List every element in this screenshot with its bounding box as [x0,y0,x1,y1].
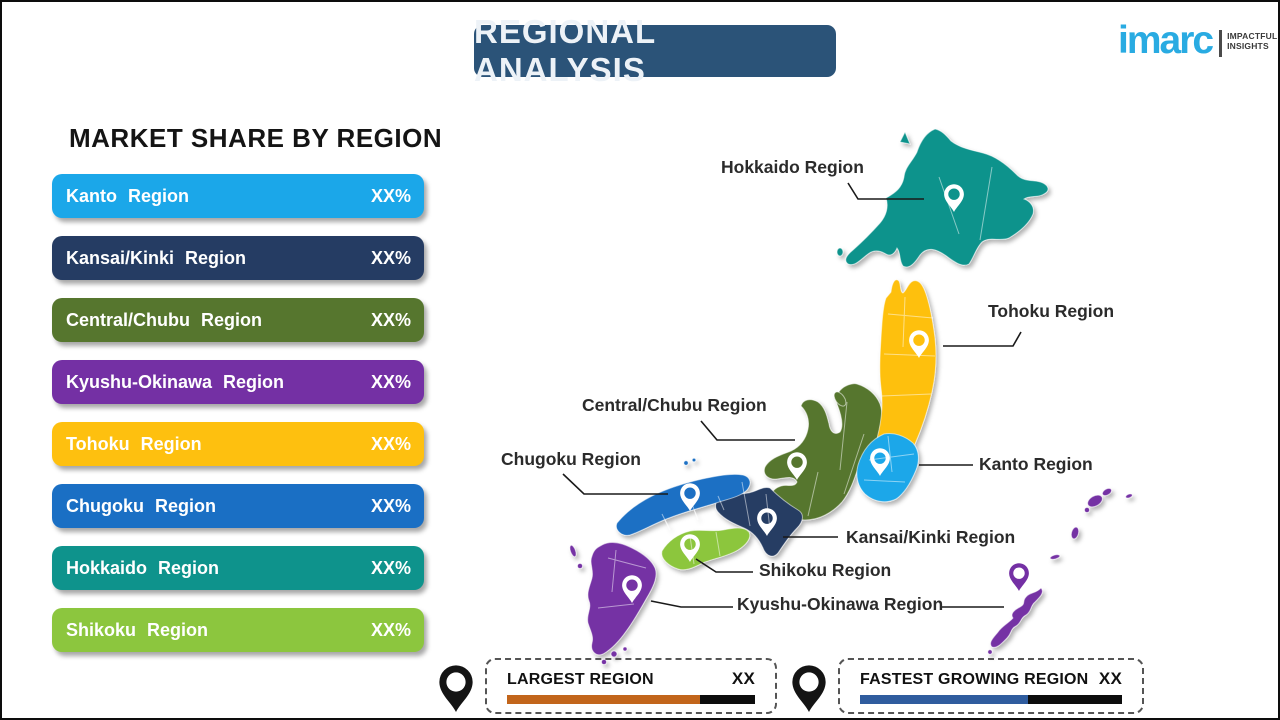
region-hokkaido [836,128,1049,268]
share-bar-tohoku: Tohoku Region XX% [52,422,424,466]
share-bar-chugoku: Chugoku Region XX% [52,484,424,528]
share-bar-value: XX% [370,185,411,206]
region-chugoku [615,457,751,536]
legend-largest-label: LARGEST REGION [507,671,654,688]
share-bar-hokkaido: Hokkaido Region XX% [52,546,424,590]
map-label-kanto: Kanto Region [979,454,1093,474]
share-bar-shikoku: Shikoku Region XX% [52,608,424,652]
legend-fastest-box: FASTEST GROWING REGION XX [838,658,1144,714]
share-bar-label: Kyushu-Okinawa Region [66,371,285,392]
share-bar-label: Tohoku Region [66,433,202,454]
logo-tagline-line1: IMPACTFUL [1227,31,1278,41]
share-bar-label: Kansai/Kinki Region [66,247,247,268]
share-bar-kanto: Kanto Region XX% [52,174,424,218]
map-pin-okinawa-icon [1009,563,1029,591]
share-bar-label: Hokkaido Region [66,557,220,578]
largest-region-pin-icon [439,665,473,712]
legend-fastest-bar-fill [860,695,1028,704]
share-bar-label: Kanto Region [66,185,189,206]
share-bar-kansai-kinki: Kansai/Kinki Region XX% [52,236,424,280]
map-label-central-chubu: Central/Chubu Region [582,395,767,415]
share-bar-label: Central/Chubu Region [66,309,262,330]
map-label-kyushu-okinawa: Kyushu-Okinawa Region [737,594,944,614]
logo-tagline-line2: INSIGHTS [1227,41,1269,52]
logo-divider [1219,30,1223,57]
region-tohoku [875,279,937,474]
page-title-banner: REGIONAL ANALYSIS [474,13,836,88]
fastest-region-pin-icon [792,665,826,712]
legend-largest-bar-fill [507,695,701,704]
share-bar-value: XX% [370,619,411,640]
legend-fastest-bar [860,695,1122,704]
region-kyushu-okinawa [569,487,1133,665]
region-kanto [856,433,919,503]
page-title: REGIONAL ANALYSIS [474,13,656,88]
map-label-chugoku: Chugoku Region [501,449,641,469]
map-label-shikoku: Shikoku Region [759,560,892,580]
leader-lines [562,182,1022,608]
share-bar-label: Chugoku Region [66,495,216,516]
share-bar-label: Shikoku Region [66,619,209,640]
map-label-hokkaido: Hokkaido Region [721,157,864,177]
share-bar-value: XX% [370,495,411,516]
leader-line-hokkaido [847,182,924,200]
share-bar-value: XX% [370,247,411,268]
market-share-list: Kanto Region XX% Kansai/Kinki Region XX%… [52,174,424,652]
legend-largest-box: LARGEST REGION XX [485,658,777,714]
leader-line-shikoku [695,558,753,573]
leader-line-central-chubu [700,420,795,441]
map-label-tohoku: Tohoku Region [988,301,1115,321]
legend-fastest-value: XX [1098,669,1122,688]
share-bar-value: XX% [370,371,411,392]
share-bar-kyushu-okinawa: Kyushu-Okinawa Region XX% [52,360,424,404]
share-bar-value: XX% [370,557,411,578]
share-bar-central-chubu: Central/Chubu Region XX% [52,298,424,342]
region-shikoku [661,527,751,571]
legend-largest-value: XX [731,669,755,688]
legend-largest-bar [507,695,755,704]
leader-line-kyushu-okinawa-left [650,600,733,608]
leader-line-tohoku [943,331,1022,347]
share-bar-value: XX% [370,433,411,454]
legend-fastest-growing-region: FASTEST GROWING REGION XX [791,658,1144,714]
imarc-logo: imarc IMPACTFUL INSIGHTS [1118,19,1277,62]
logo-tagline: IMPACTFUL INSIGHTS [1227,31,1277,51]
share-bar-value: XX% [370,309,411,330]
region-central-chubu [763,383,883,521]
imarc-logo-text: imarc [1118,19,1214,62]
market-share-heading: MARKET SHARE BY REGION [69,123,443,153]
leader-line-chugoku [562,473,668,495]
map-label-kansai-kinki: Kansai/Kinki Region [846,527,1016,547]
legend-largest-region: LARGEST REGION XX [438,658,777,714]
legend-fastest-label: FASTEST GROWING REGION [860,671,1089,688]
